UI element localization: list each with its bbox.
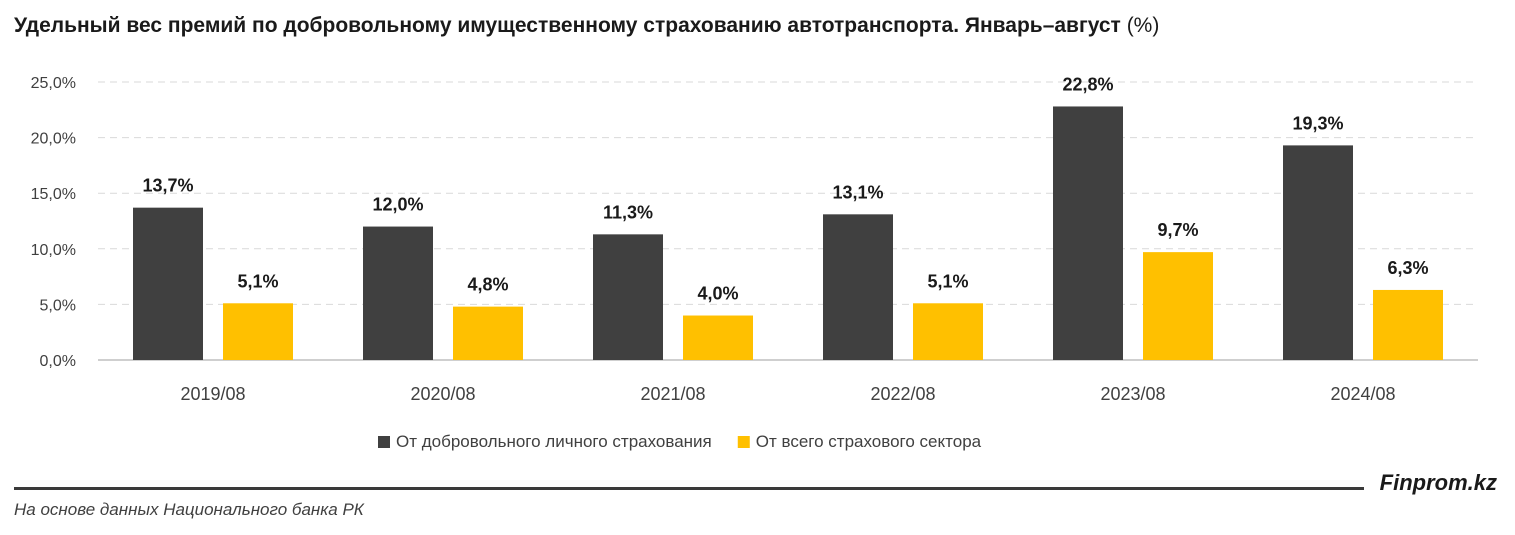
legend-swatch [737, 436, 750, 448]
bar [823, 214, 893, 360]
bar [363, 226, 433, 360]
data-label: 5,1% [927, 271, 968, 291]
bar [453, 306, 523, 360]
x-tick-label: 2023/08 [1100, 384, 1165, 404]
bar-chart: 0,0% 5,0% 10,0% 15,0% 20,0% 25,0% 13,7% 5,1% 201… [31, 74, 1478, 451]
legend-label: От всего страхового сектора [756, 432, 982, 451]
bar [913, 303, 983, 360]
x-tick-label: 2024/08 [1330, 384, 1395, 404]
data-label: 22,8% [1062, 74, 1113, 94]
source-note: На основе данных Национального банка РК [14, 500, 364, 519]
data-label: 4,0% [697, 284, 738, 304]
data-label: 13,7% [142, 176, 193, 196]
data-label: 5,1% [237, 271, 278, 291]
bar [1283, 145, 1353, 360]
bar [1053, 106, 1123, 361]
y-tick-label: 20,0% [31, 131, 76, 148]
bar [683, 315, 753, 360]
legend-label: От добровольного личного страхования [396, 432, 712, 451]
legend-swatch [378, 436, 390, 448]
bar [1143, 252, 1213, 360]
bar [223, 303, 293, 360]
x-tick-label: 2021/08 [640, 384, 705, 404]
data-label: 9,7% [1157, 220, 1198, 240]
chart-title-unit: (%) [1126, 14, 1160, 37]
data-label: 6,3% [1387, 258, 1428, 278]
data-label: 19,3% [1292, 113, 1343, 133]
x-tick-label: 2022/08 [870, 384, 935, 404]
brand-logo-text: Finprom.kz [1379, 470, 1497, 495]
data-label: 4,8% [467, 275, 508, 295]
y-tick-label: 15,0% [31, 186, 76, 203]
y-tick-label: 0,0% [40, 353, 76, 370]
chart-title: Удельный вес премий по добровольному иму… [14, 14, 1159, 38]
bar [1373, 289, 1443, 360]
bar [133, 207, 203, 360]
y-tick-label: 25,0% [31, 75, 76, 92]
y-tick-label: 10,0% [31, 242, 76, 259]
data-label: 13,1% [832, 182, 883, 202]
footer-divider [14, 487, 1364, 490]
x-tick-label: 2020/08 [410, 384, 475, 404]
data-label: 12,0% [372, 195, 423, 215]
bar [593, 234, 663, 360]
x-tick-label: 2019/08 [180, 384, 245, 404]
data-label: 11,3% [603, 202, 653, 222]
chart-title-text: Удельный вес премий по добровольному иму… [14, 14, 1121, 37]
y-tick-label: 5,0% [40, 297, 76, 314]
